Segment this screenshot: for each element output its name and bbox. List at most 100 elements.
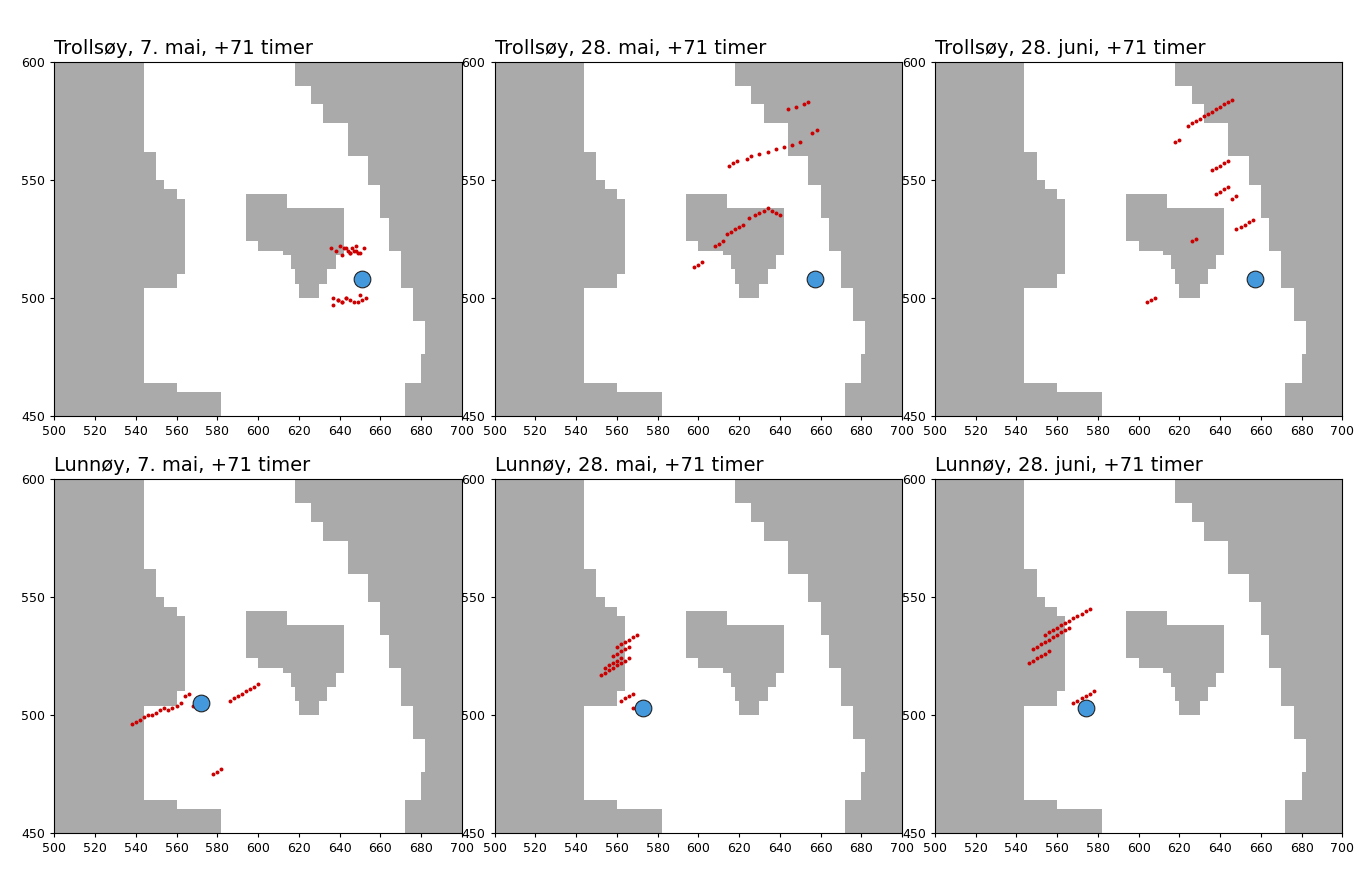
Point bbox=[801, 126, 823, 140]
Point bbox=[231, 687, 252, 701]
Point bbox=[736, 152, 758, 166]
Point bbox=[1205, 187, 1227, 201]
Point bbox=[210, 762, 232, 776]
Point bbox=[1063, 611, 1085, 626]
Point bbox=[781, 137, 803, 152]
Point bbox=[1222, 93, 1243, 107]
Point bbox=[1051, 618, 1073, 633]
Point bbox=[740, 149, 762, 163]
Point bbox=[610, 644, 632, 658]
Point bbox=[1214, 156, 1235, 170]
Point bbox=[355, 291, 377, 305]
Point bbox=[626, 628, 648, 642]
Point bbox=[1071, 691, 1093, 705]
Point bbox=[1018, 656, 1040, 670]
Point bbox=[206, 765, 228, 779]
Point bbox=[602, 649, 624, 663]
Point bbox=[1218, 95, 1239, 109]
Point bbox=[602, 661, 624, 675]
Point bbox=[727, 154, 749, 168]
Point bbox=[723, 156, 744, 170]
Point bbox=[692, 255, 713, 269]
Point bbox=[165, 698, 187, 712]
Point bbox=[331, 295, 353, 309]
Point bbox=[1026, 651, 1048, 665]
Point bbox=[777, 102, 799, 116]
Point bbox=[793, 97, 815, 112]
Point bbox=[1059, 621, 1081, 635]
Point bbox=[133, 711, 155, 725]
Point bbox=[1083, 684, 1105, 698]
Point bbox=[336, 244, 358, 258]
Point bbox=[190, 694, 212, 708]
Text: Lunnøy, 7. mai, +71 timer: Lunnøy, 7. mai, +71 timer bbox=[54, 456, 311, 475]
Point bbox=[331, 295, 353, 309]
Point bbox=[335, 241, 357, 255]
Point bbox=[610, 656, 632, 670]
Point bbox=[1165, 135, 1186, 149]
Point bbox=[1035, 647, 1056, 661]
Point bbox=[323, 298, 344, 312]
Point bbox=[1043, 623, 1064, 637]
Point bbox=[247, 677, 268, 691]
Point bbox=[1230, 220, 1252, 234]
Point bbox=[324, 244, 346, 258]
Point bbox=[757, 201, 778, 215]
Point bbox=[351, 293, 373, 307]
Point bbox=[340, 241, 362, 255]
Point bbox=[720, 225, 742, 239]
Point bbox=[739, 211, 761, 225]
Point bbox=[757, 144, 778, 159]
Point bbox=[614, 691, 636, 705]
Point bbox=[687, 258, 709, 272]
Point bbox=[327, 293, 348, 307]
Point bbox=[339, 246, 361, 260]
Point bbox=[137, 708, 159, 722]
Point bbox=[174, 689, 195, 703]
Point bbox=[719, 159, 740, 173]
Point bbox=[618, 633, 640, 647]
Point bbox=[327, 293, 348, 307]
Point bbox=[773, 140, 795, 154]
Point bbox=[1140, 293, 1162, 307]
Point bbox=[1210, 159, 1231, 173]
Point bbox=[1197, 107, 1219, 121]
Point bbox=[606, 658, 628, 672]
Point bbox=[749, 147, 770, 161]
Point bbox=[1234, 218, 1256, 232]
Point bbox=[614, 654, 636, 668]
Point bbox=[202, 766, 224, 781]
Point bbox=[1055, 623, 1077, 637]
Point bbox=[226, 689, 248, 703]
Point bbox=[606, 647, 628, 661]
Point bbox=[749, 206, 770, 220]
Point bbox=[332, 241, 354, 255]
Point bbox=[753, 204, 774, 218]
Point bbox=[239, 682, 260, 696]
Point bbox=[744, 208, 766, 222]
Point bbox=[348, 246, 370, 260]
Point bbox=[1185, 232, 1207, 246]
Point bbox=[614, 641, 636, 656]
Point bbox=[594, 661, 616, 675]
Point bbox=[149, 703, 171, 718]
Point bbox=[1177, 119, 1199, 133]
Point bbox=[610, 637, 632, 651]
Point bbox=[335, 291, 357, 305]
Point bbox=[121, 718, 142, 732]
Point bbox=[594, 665, 616, 680]
Point bbox=[732, 218, 754, 232]
Point bbox=[610, 651, 632, 665]
Text: Trollsøy, 7. mai, +71 timer: Trollsøy, 7. mai, +71 timer bbox=[54, 39, 313, 58]
Point bbox=[1218, 154, 1239, 168]
Point bbox=[170, 696, 191, 711]
Point bbox=[125, 715, 146, 729]
Point bbox=[724, 222, 746, 237]
Point bbox=[1063, 696, 1085, 711]
Point bbox=[1218, 180, 1239, 194]
Point bbox=[335, 291, 357, 305]
Point bbox=[347, 295, 369, 309]
Point bbox=[1079, 687, 1101, 701]
Point bbox=[222, 691, 244, 705]
Point bbox=[145, 705, 167, 719]
